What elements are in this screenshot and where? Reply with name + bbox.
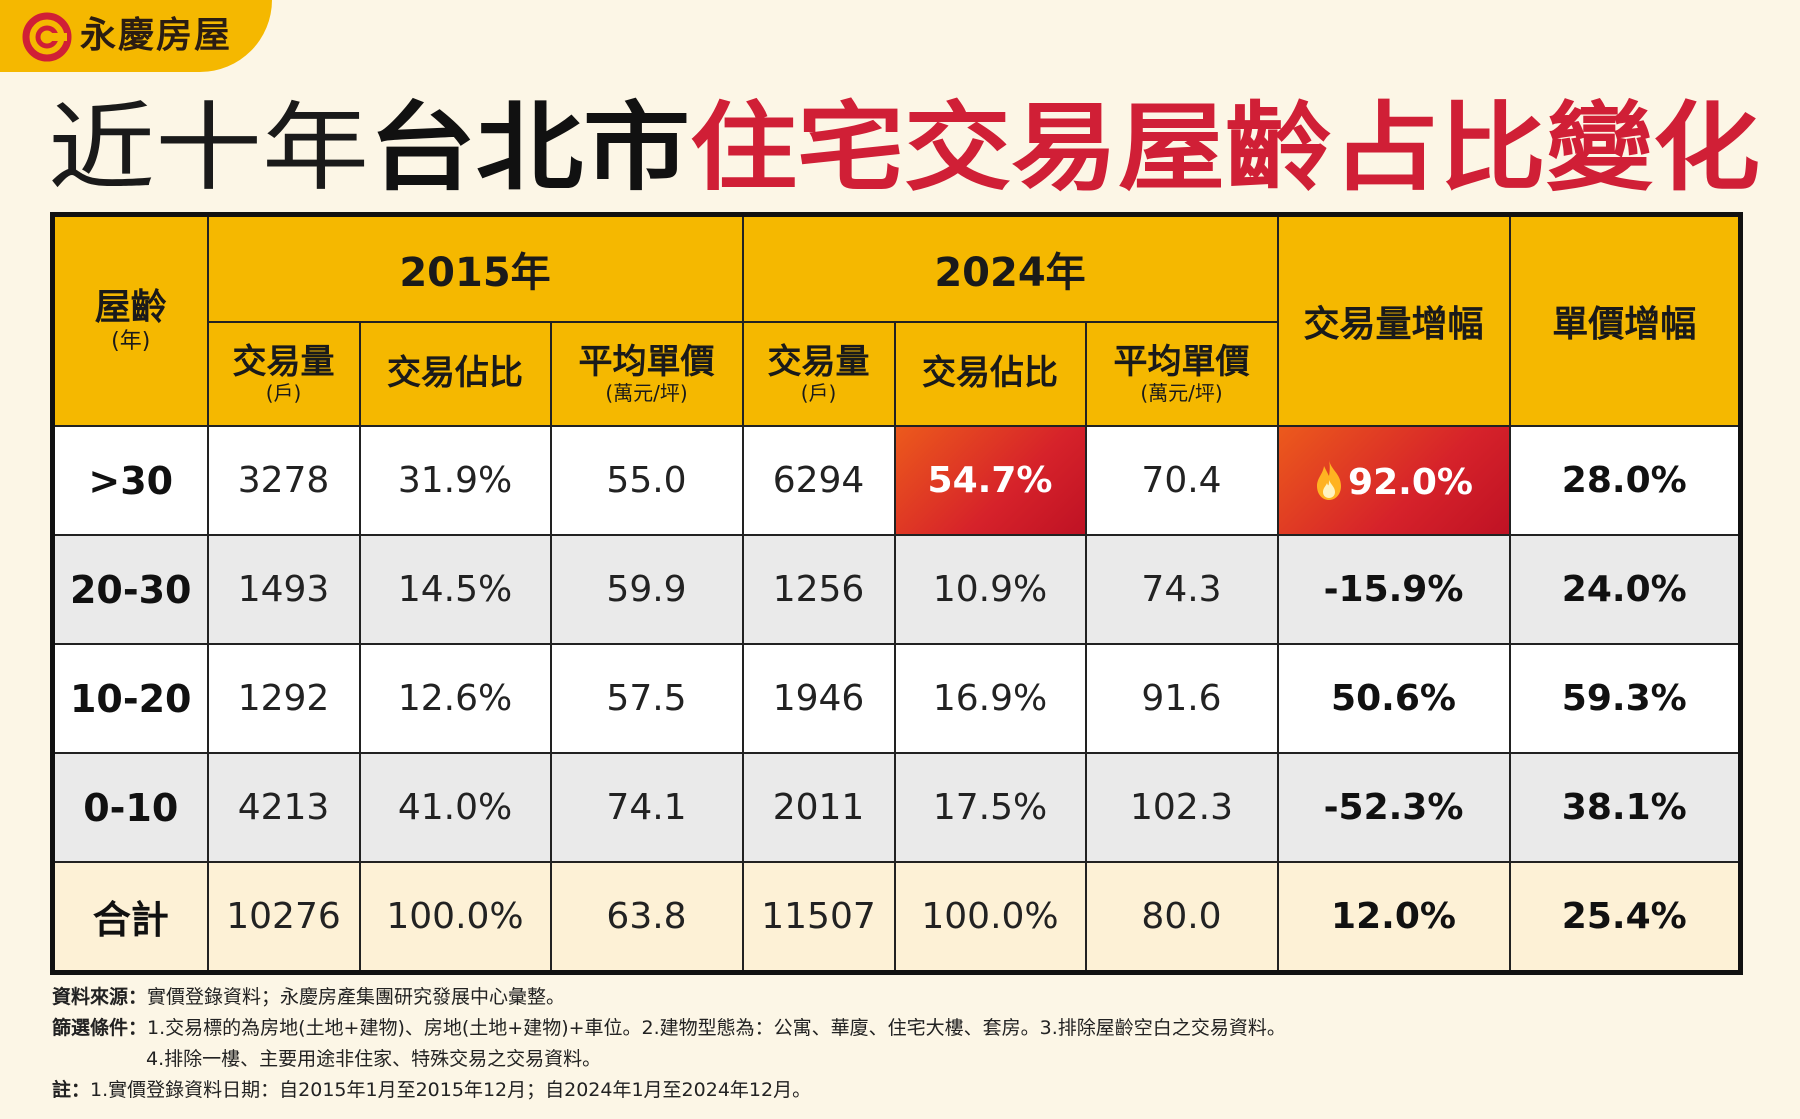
table-row: 10-20 1292 12.6% 57.5 1946 16.9% 91.6 50…: [51, 643, 1742, 754]
cell-age: 10-20: [51, 643, 209, 754]
cell-volume-2024: 1946: [741, 643, 896, 754]
cell-volume-growth-value: 92.0%: [1348, 462, 1473, 503]
cell-age: >30: [51, 425, 209, 536]
cell-share-2015: 41.0%: [358, 752, 552, 863]
cell-volume-growth-highlight: 92.0%: [1276, 425, 1511, 536]
cell-price-growth: 24.0%: [1508, 534, 1742, 645]
note-filter-key: 篩選條件：: [52, 1017, 148, 1039]
note-source-key: 資料來源：: [52, 986, 148, 1008]
cell-price-2015: 57.5: [549, 643, 744, 754]
header-year-2024: 2024年: [741, 213, 1279, 323]
cell-price-growth: 28.0%: [1508, 425, 1742, 536]
table-row: 0-10 4213 41.0% 74.1 2011 17.5% 102.3 -5…: [51, 752, 1742, 863]
note-source: 資料來源：實價登錄資料；永慶房產集團研究發展中心彙整。: [52, 982, 1286, 1013]
title-part1: 近十年: [48, 92, 369, 204]
title-part3: 住宅交易屋齡占比變化: [690, 92, 1760, 204]
cell-share-2024: 10.9%: [893, 534, 1087, 645]
cell-volume-2015: 1292: [206, 643, 361, 754]
cell-price-2015: 63.8: [549, 861, 744, 974]
cell-age: 0-10: [51, 752, 209, 863]
cell-price-2015: 55.0: [549, 425, 744, 536]
header-price-unit: (萬元/坪): [605, 381, 688, 406]
header-age-unit: (年): [111, 329, 151, 355]
brand-name: 永慶房屋: [80, 15, 233, 56]
cell-share-2024: 100.0%: [893, 861, 1087, 974]
note-remark-key: 註：: [52, 1079, 91, 1101]
note-remark: 註：1.實價登錄資料日期：自2015年1月至2015年12月；自2024年1月至…: [52, 1075, 1286, 1106]
cell-share-2015: 100.0%: [358, 861, 552, 974]
cell-share-2015: 14.5%: [358, 534, 552, 645]
cell-share-2015: 31.9%: [358, 425, 552, 536]
header-volume-unit: (戶): [800, 381, 837, 406]
cell-volume-2015: 3278: [206, 425, 361, 536]
cell-volume-growth: 12.0%: [1276, 861, 1511, 974]
header-volume-label: 交易量: [232, 341, 335, 382]
cell-price-2024: 80.0: [1084, 861, 1279, 974]
cell-price-2024: 91.6: [1084, 643, 1279, 754]
header-age: 屋齡 (年): [51, 213, 209, 427]
table-row-total: 合計 10276 100.0% 63.8 11507 100.0% 80.0 1…: [51, 861, 1742, 974]
header-price-2024: 平均單價 (萬元/坪): [1084, 321, 1279, 427]
cell-price-growth: 25.4%: [1508, 861, 1742, 974]
page-title: 近十年台北市住宅交易屋齡占比變化: [48, 88, 1760, 208]
header-share-2024: 交易佔比: [893, 321, 1087, 427]
cell-share-2015: 12.6%: [358, 643, 552, 754]
cell-age: 20-30: [51, 534, 209, 645]
cell-volume-2024: 2011: [741, 752, 896, 863]
header-volume-unit: (戶): [265, 381, 302, 406]
cell-price-2015: 74.1: [549, 752, 744, 863]
title-part2: 台北市: [369, 92, 690, 204]
header-year-2015: 2015年: [206, 213, 744, 323]
note-filter: 篩選條件：1.交易標的為房地(土地+建物)、房地(土地+建物)+車位。2.建物型…: [52, 1013, 1286, 1044]
cell-share-2024: 16.9%: [893, 643, 1087, 754]
header-share-2015: 交易佔比: [358, 321, 552, 427]
data-table: 屋齡 (年) 2015年 2024年 交易量增幅 單價增幅 交易量 (戶) 交易…: [50, 212, 1743, 975]
table-row: >30 3278 31.9% 55.0 6294 54.7% 70.4 92.0…: [51, 425, 1742, 536]
cell-age: 合計: [51, 861, 209, 974]
header-price-growth: 單價增幅: [1508, 213, 1742, 427]
note-remark-text: 1.實價登錄資料日期：自2015年1月至2015年12月；自2024年1月至20…: [90, 1079, 812, 1101]
flame-icon: [1317, 460, 1342, 500]
note-filter-text-1: 1.交易標的為房地(土地+建物)、房地(土地+建物)+車位。2.建物型態為：公寓…: [147, 1017, 1286, 1039]
cell-volume-growth: 50.6%: [1276, 643, 1511, 754]
header-price-label: 平均單價: [1113, 341, 1250, 382]
header-price-2015: 平均單價 (萬元/坪): [549, 321, 744, 427]
note-filter-text-2: 4.排除一樓、主要用途非住家、特殊交易之交易資料。: [146, 1048, 602, 1070]
header-price-label: 平均單價: [578, 341, 715, 382]
data-table-container: 屋齡 (年) 2015年 2024年 交易量增幅 單價增幅 交易量 (戶) 交易…: [50, 212, 1743, 975]
cell-volume-2015: 1493: [206, 534, 361, 645]
footnotes: 資料來源：實價登錄資料；永慶房產集團研究發展中心彙整。 篩選條件：1.交易標的為…: [52, 982, 1286, 1106]
cell-volume-2024: 6294: [741, 425, 896, 536]
cell-volume-growth: -15.9%: [1276, 534, 1511, 645]
cell-price-2024: 74.3: [1084, 534, 1279, 645]
header-volume-2024: 交易量 (戶): [741, 321, 896, 427]
header-age-label: 屋齡: [94, 287, 167, 329]
cell-volume-2015: 4213: [206, 752, 361, 863]
cell-price-2024: 70.4: [1084, 425, 1279, 536]
header-price-unit: (萬元/坪): [1140, 381, 1223, 406]
brand-banner: 永慶房屋: [0, 0, 272, 72]
cell-volume-2024: 1256: [741, 534, 896, 645]
cell-volume-2015: 10276: [206, 861, 361, 974]
note-filter-cont: 4.排除一樓、主要用途非住家、特殊交易之交易資料。: [52, 1044, 1286, 1075]
ring-logo-icon: [22, 12, 72, 62]
cell-price-growth: 38.1%: [1508, 752, 1742, 863]
cell-volume-growth: -52.3%: [1276, 752, 1511, 863]
cell-share-2024-highlight: 54.7%: [893, 425, 1087, 536]
cell-price-growth: 59.3%: [1508, 643, 1742, 754]
header-volume-2015: 交易量 (戶): [206, 321, 361, 427]
cell-share-2024: 17.5%: [893, 752, 1087, 863]
table-row: 20-30 1493 14.5% 59.9 1256 10.9% 74.3 -1…: [51, 534, 1742, 645]
cell-volume-2024: 11507: [741, 861, 896, 974]
cell-price-2015: 59.9: [549, 534, 744, 645]
cell-price-2024: 102.3: [1084, 752, 1279, 863]
header-volume-growth: 交易量增幅: [1276, 213, 1511, 427]
note-source-text: 實價登錄資料；永慶房產集團研究發展中心彙整。: [147, 986, 566, 1008]
header-volume-label: 交易量: [767, 341, 870, 382]
